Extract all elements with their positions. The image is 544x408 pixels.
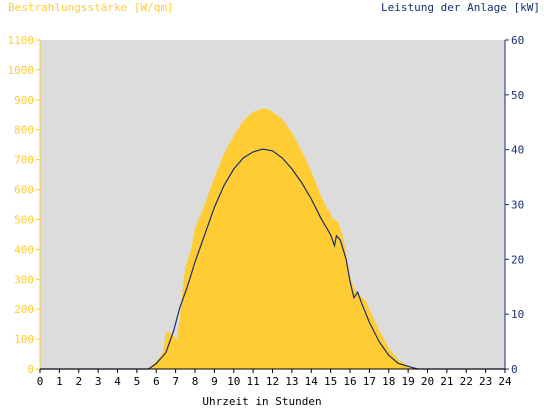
- right-axis-tick-label: 30: [511, 199, 524, 212]
- left-axis-tick-label: 800: [14, 124, 34, 137]
- x-axis-tick-label: 7: [172, 375, 179, 388]
- x-axis-tick-label: 18: [382, 375, 395, 388]
- x-axis-tick-label: 4: [114, 375, 121, 388]
- x-axis-tick-label: 11: [247, 375, 260, 388]
- left-axis-title: Bestrahlungsstärke [W/qm]: [8, 1, 174, 14]
- left-axis-tick-label: 900: [14, 94, 34, 107]
- x-axis-tick-label: 17: [363, 375, 376, 388]
- left-axis-tick-label: 100: [14, 333, 34, 346]
- x-axis-tick-label: 22: [460, 375, 473, 388]
- x-axis-tick-label: 12: [266, 375, 279, 388]
- left-axis-tick-label: 500: [14, 213, 34, 226]
- right-axis-tick-label: 20: [511, 253, 524, 266]
- x-axis-tick-label: 24: [498, 375, 512, 388]
- x-axis-tick-label: 16: [343, 375, 356, 388]
- right-axis-tick-label: 60: [511, 34, 524, 47]
- left-axis-tick-label: 1000: [8, 64, 35, 77]
- x-axis-tick-label: 23: [479, 375, 492, 388]
- x-axis-tick-label: 10: [227, 375, 240, 388]
- x-axis-tick-label: 9: [211, 375, 218, 388]
- left-axis-tick-label: 700: [14, 154, 34, 167]
- x-axis-tick-label: 14: [305, 375, 319, 388]
- left-axis-tick-label: 1100: [8, 34, 35, 47]
- x-axis-tick-label: 13: [285, 375, 298, 388]
- right-axis-title: Leistung der Anlage [kW]: [381, 1, 540, 14]
- x-axis-tick-label: 1: [56, 375, 63, 388]
- x-axis-tick-label: 0: [37, 375, 44, 388]
- right-axis-tick-label: 10: [511, 308, 524, 321]
- left-axis-tick-label: 300: [14, 273, 34, 286]
- x-axis-tick-label: 2: [75, 375, 82, 388]
- right-axis-tick-label: 50: [511, 89, 524, 102]
- irradiance-area: [40, 108, 505, 370]
- x-axis-tick-label: 8: [192, 375, 199, 388]
- x-axis-title: Uhrzeit in Stunden: [202, 395, 321, 408]
- left-axis-tick-label: 0: [27, 363, 34, 376]
- x-axis-tick-label: 15: [324, 375, 337, 388]
- right-axis-tick-label: 0: [511, 363, 518, 376]
- x-axis-tick-label: 19: [402, 375, 415, 388]
- x-axis-tick-label: 20: [421, 375, 434, 388]
- x-axis-tick-label: 3: [95, 375, 102, 388]
- left-axis-tick-label: 200: [14, 303, 34, 316]
- power-line: [40, 148, 505, 370]
- x-axis-tick-label: 5: [134, 375, 141, 388]
- right-axis-tick-label: 40: [511, 144, 524, 157]
- x-axis-tick-label: 21: [440, 375, 453, 388]
- left-axis-tick-label: 400: [14, 243, 34, 256]
- left-axis-tick-label: 600: [14, 184, 34, 197]
- x-axis-tick-label: 6: [153, 375, 160, 388]
